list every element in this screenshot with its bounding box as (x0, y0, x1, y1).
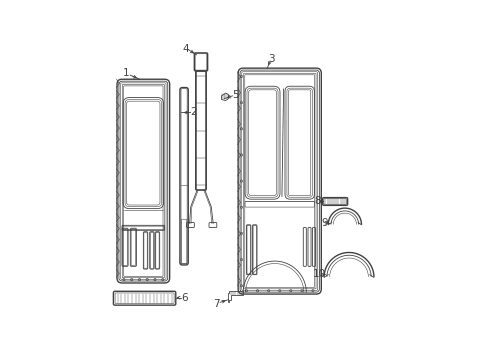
Text: 5: 5 (232, 90, 239, 100)
Text: 9: 9 (321, 218, 327, 228)
Text: 7: 7 (213, 299, 220, 309)
Text: 10: 10 (312, 269, 325, 279)
Text: 3: 3 (268, 54, 275, 64)
Text: 1: 1 (123, 68, 129, 78)
Text: 8: 8 (313, 196, 320, 206)
Text: 6: 6 (181, 293, 187, 303)
Text: 2: 2 (189, 108, 196, 117)
Text: 4: 4 (182, 44, 189, 54)
